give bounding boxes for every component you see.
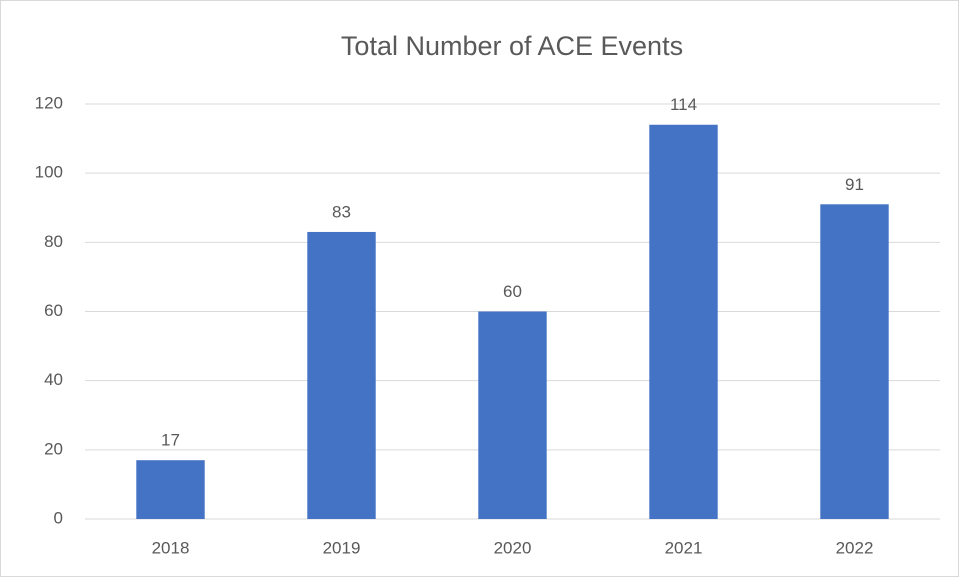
data-label: 91 xyxy=(845,175,864,194)
x-tick-label: 2021 xyxy=(665,538,703,557)
x-tick-label: 2020 xyxy=(494,538,532,557)
bar xyxy=(478,311,547,519)
data-label: 114 xyxy=(670,95,697,114)
bar xyxy=(136,460,205,519)
y-tick-label: 80 xyxy=(44,232,63,251)
y-tick-label: 20 xyxy=(44,439,63,458)
x-tick-label: 2022 xyxy=(836,538,874,557)
chart-title: Total Number of ACE Events xyxy=(341,31,683,61)
data-label: 83 xyxy=(332,202,351,221)
bar xyxy=(307,231,376,520)
x-tick-label: 2018 xyxy=(152,538,190,557)
y-tick-label: 120 xyxy=(35,93,63,112)
bar xyxy=(820,204,889,519)
y-tick-label: 40 xyxy=(44,370,63,389)
y-tick-label: 0 xyxy=(54,508,63,527)
bar xyxy=(649,124,718,519)
data-label: 17 xyxy=(161,431,180,450)
x-tick-label: 2019 xyxy=(323,538,361,557)
y-tick-label: 60 xyxy=(44,301,63,320)
y-tick-label: 100 xyxy=(35,163,63,182)
data-label: 60 xyxy=(503,282,522,301)
